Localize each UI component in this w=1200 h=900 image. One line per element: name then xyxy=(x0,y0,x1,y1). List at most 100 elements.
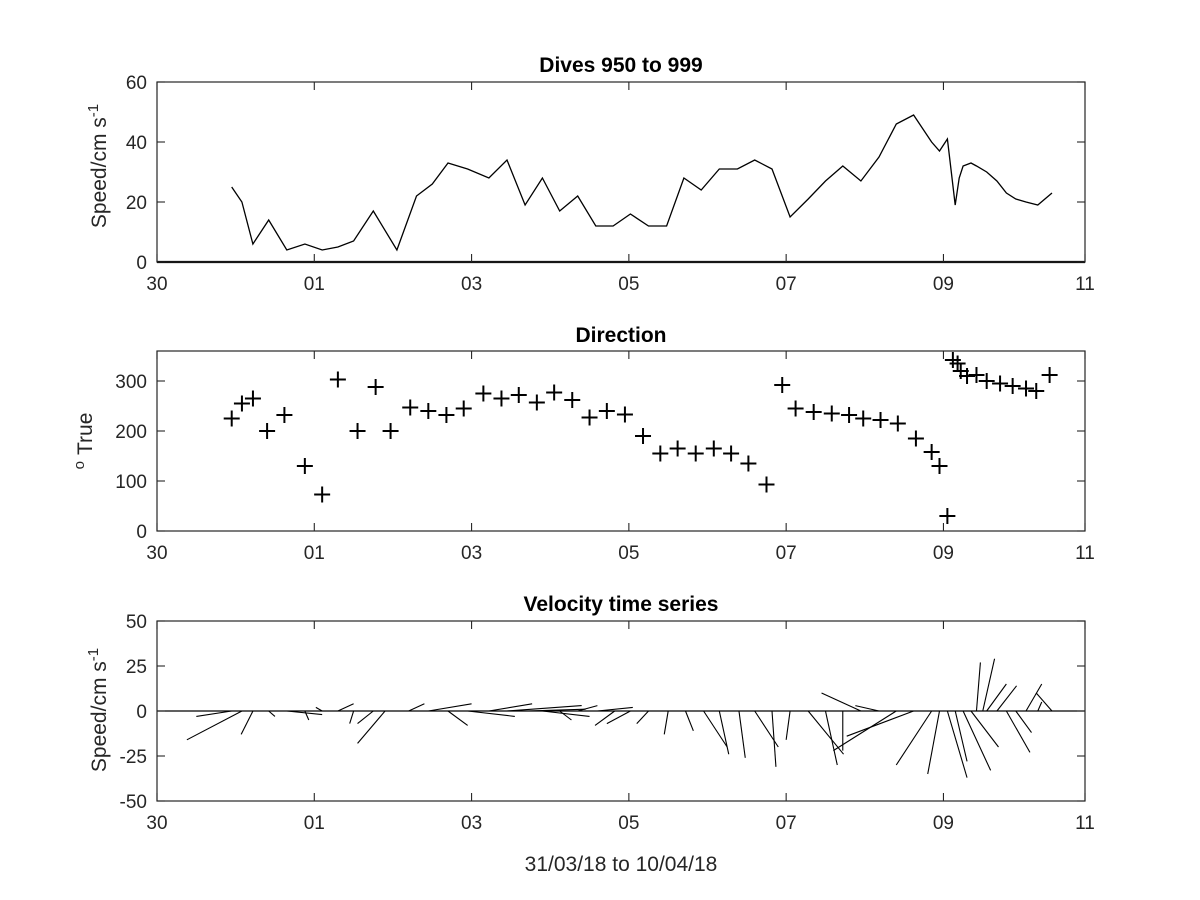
direction-point xyxy=(233,395,250,412)
velocity-stick xyxy=(606,710,631,725)
velocity-stick xyxy=(855,705,880,712)
direction-point xyxy=(1041,367,1058,383)
x-tick-label: 30 xyxy=(146,543,167,564)
direction-point xyxy=(528,394,545,411)
velocity-stick xyxy=(996,685,1018,712)
y-tick-label: 0 xyxy=(136,522,147,543)
velocity-stick xyxy=(1005,710,1031,753)
velocity-stick xyxy=(315,706,323,712)
direction-point xyxy=(939,508,956,524)
direction-point xyxy=(438,407,455,423)
direction-point xyxy=(223,410,240,427)
direction-point xyxy=(949,355,966,372)
velocity-stick xyxy=(738,710,746,758)
y-tick-label: 0 xyxy=(136,702,147,723)
x-tick-label: 09 xyxy=(933,274,954,295)
velocity-stick xyxy=(986,683,1007,712)
direction-point xyxy=(259,423,276,439)
direction-point xyxy=(652,445,669,462)
direction-point xyxy=(774,377,791,393)
velocity-stick xyxy=(846,710,914,737)
velocity-stick xyxy=(771,710,777,767)
x-tick-label: 01 xyxy=(304,274,325,295)
direction-point xyxy=(314,486,331,503)
direction-point xyxy=(758,476,775,493)
direction-point xyxy=(1018,380,1035,397)
speed-plot-area: 30 01 03 05 07 09 11 0 20 40 60 xyxy=(126,73,1095,295)
velocity-stick xyxy=(597,706,633,712)
direction-point xyxy=(687,445,704,462)
direction-point xyxy=(382,423,399,439)
velocity-panel-title: Velocity time series xyxy=(524,593,719,616)
x-tick-label: 30 xyxy=(146,813,167,834)
velocity-stick xyxy=(506,705,582,712)
direction-point xyxy=(1028,383,1045,399)
velocity-stick xyxy=(1015,710,1032,733)
velocity-stick xyxy=(982,658,996,712)
direction-point xyxy=(889,415,906,432)
velocity-stick xyxy=(488,703,533,712)
direction-point xyxy=(564,392,581,408)
velocity-stick xyxy=(337,703,354,712)
y-tick-label: 100 xyxy=(115,472,147,493)
velocity-stick xyxy=(718,710,730,755)
velocity-stick xyxy=(594,710,616,726)
velocity-panel-xlabel: 31/03/18 to 10/04/18 xyxy=(525,853,718,876)
velocity-stick xyxy=(240,710,254,735)
x-tick-label: 03 xyxy=(461,813,482,834)
direction-point xyxy=(455,400,472,417)
direction-point xyxy=(510,387,527,403)
direction-point xyxy=(923,444,940,460)
direction-point xyxy=(968,367,985,383)
direction-panel: Direction 30 01 03 05 07 09 11 0 100 200 300 oTrue xyxy=(71,324,1095,564)
direction-point xyxy=(475,385,492,402)
velocity-stick xyxy=(186,710,243,741)
direction-point xyxy=(581,409,598,426)
x-tick-label: 07 xyxy=(776,543,797,564)
y-tick-label: 20 xyxy=(126,193,147,214)
direction-point xyxy=(276,407,293,423)
x-tick-label: 01 xyxy=(304,813,325,834)
velocity-stick xyxy=(824,710,838,766)
y-tick-label: 60 xyxy=(126,73,147,94)
velocity-stick xyxy=(304,710,310,721)
axes-frame xyxy=(156,350,1086,532)
velocity-stick xyxy=(895,710,933,766)
velocity-stick xyxy=(975,662,981,712)
velocity-stick xyxy=(785,710,791,740)
velocity-stick xyxy=(636,710,649,724)
direction-point xyxy=(420,403,437,419)
direction-point xyxy=(616,406,633,423)
x-tick-label: 05 xyxy=(618,813,639,834)
velocity-stick xyxy=(286,710,323,716)
x-tick-label: 30 xyxy=(146,274,167,295)
direction-point xyxy=(992,375,1009,392)
velocity-stick xyxy=(833,710,897,752)
velocity-stick xyxy=(663,710,669,735)
x-tick-label: 07 xyxy=(776,274,797,295)
velocity-panel-ylabel: Speed/cm s-1 xyxy=(85,648,112,772)
direction-panel-title: Direction xyxy=(575,324,666,347)
y-tick-label: 25 xyxy=(126,657,147,678)
velocity-stick xyxy=(268,710,276,717)
direction-point xyxy=(705,440,722,457)
direction-point xyxy=(349,423,366,439)
y-tick-label: -25 xyxy=(120,747,147,768)
direction-point xyxy=(635,428,652,444)
velocity-stick xyxy=(703,710,728,748)
direction-point xyxy=(978,373,995,389)
x-tick-label: 11 xyxy=(1075,813,1095,834)
y-tick-label: 300 xyxy=(115,372,147,393)
direction-point xyxy=(669,440,686,457)
y-tick-label: 200 xyxy=(115,422,147,443)
velocity-stick xyxy=(1025,683,1043,712)
direction-point xyxy=(823,405,840,422)
x-tick-label: 05 xyxy=(618,543,639,564)
direction-point xyxy=(329,371,346,388)
direction-plot-area: 30 01 03 05 07 09 11 0 100 200 300 xyxy=(115,350,1095,564)
direction-panel-ylabel: oTrue xyxy=(71,413,98,470)
velocity-stick xyxy=(467,710,515,717)
speed-panel-ylabel: Speed/cm s-1 xyxy=(85,104,112,228)
